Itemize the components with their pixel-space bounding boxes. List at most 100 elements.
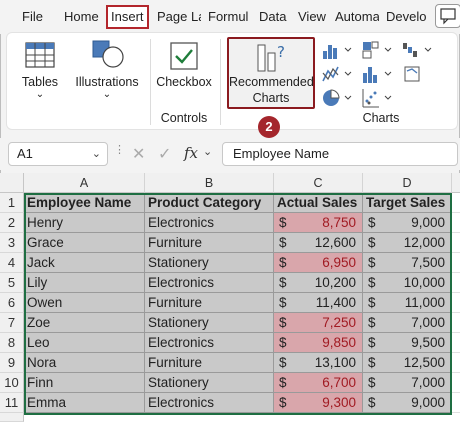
actual-sales-cell[interactable]: $7,250 [274,313,363,333]
tab-file[interactable]: File [22,9,43,24]
employee-name-cell[interactable]: Henry [24,213,145,233]
product-category-cell[interactable]: Electronics [145,213,274,233]
actual-sales-cell[interactable]: $8,750 [274,213,363,233]
product-category-cell[interactable]: Stationery [145,253,274,273]
empty-cell[interactable] [452,333,460,353]
name-box[interactable]: A1 ⌄ [8,142,108,166]
cancel-icon[interactable]: ✕ [132,146,146,163]
empty-cell[interactable] [452,273,460,293]
tab-automate[interactable]: Automa [335,9,379,24]
tab-view[interactable]: View [298,9,326,24]
column-chart-button[interactable] [321,39,355,61]
column-header-a[interactable]: A [24,173,145,193]
row-header-3[interactable]: 3 [0,233,24,253]
header-cell[interactable]: Product Category [145,193,274,213]
recommended-charts-button[interactable]: ? Recommended Charts [227,37,315,109]
employee-name-cell[interactable]: Owen [24,293,145,313]
actual-sales-cell[interactable]: $9,850 [274,333,363,353]
employee-name-cell[interactable]: Jack [24,253,145,273]
hierarchy-chart-button[interactable] [361,39,395,61]
employee-name-cell[interactable]: Lily [24,273,145,293]
tables-button[interactable]: Tables ⌄ [17,39,63,103]
empty-cell[interactable] [452,193,460,213]
column-header-d[interactable]: D [363,173,452,193]
empty-cell[interactable] [452,293,460,313]
product-category-cell[interactable]: Stationery [145,313,274,333]
target-sales-cell[interactable]: $9,500 [363,333,452,353]
employee-name-cell[interactable]: Nora [24,353,145,373]
target-sales-cell[interactable]: $12,500 [363,353,452,373]
tab-formulas[interactable]: Formul [208,9,249,24]
header-cell[interactable]: Target Sales [363,193,452,213]
employee-name-cell[interactable]: Grace [24,233,145,253]
employee-name-cell[interactable]: Emma [24,393,145,413]
actual-sales-cell[interactable]: $13,100 [274,353,363,373]
target-sales-cell[interactable]: $9,000 [363,213,452,233]
header-cell[interactable]: Actual Sales [274,193,363,213]
actual-sales-cell[interactable]: $10,200 [274,273,363,293]
row-header-12[interactable] [0,413,24,422]
row-header-5[interactable]: 5 [0,273,24,293]
employee-name-cell[interactable]: Leo [24,333,145,353]
row-header-6[interactable]: 6 [0,293,24,313]
target-sales-cell[interactable]: $7,000 [363,313,452,333]
empty-cell[interactable] [452,213,460,233]
chevron-down-icon[interactable]: ⌄ [91,148,101,160]
actual-sales-cell[interactable]: $11,400 [274,293,363,313]
select-all-corner[interactable] [0,173,24,193]
tab-home[interactable]: Home [64,9,99,24]
target-sales-cell[interactable]: $9,000 [363,393,452,413]
header-cell[interactable]: Employee Name [24,193,145,213]
product-category-cell[interactable]: Electronics [145,393,274,413]
actual-sales-cell[interactable]: $6,950 [274,253,363,273]
product-category-cell[interactable]: Furniture [145,233,274,253]
empty-cell[interactable] [452,393,460,413]
tab-data[interactable]: Data [259,9,287,24]
empty-cell[interactable] [452,253,460,273]
row-header-7[interactable]: 7 [0,313,24,333]
tab-page-layout[interactable]: Page La [157,9,201,24]
target-sales-cell[interactable]: $7,000 [363,373,452,393]
target-sales-cell[interactable]: $12,000 [363,233,452,253]
column-header-e[interactable] [452,173,460,193]
comments-button[interactable] [435,4,460,28]
waterfall-chart-button[interactable] [401,39,435,61]
row-header-10[interactable]: 10 [0,373,24,393]
illustrations-button[interactable]: Illustrations ⌄ [71,39,143,103]
target-sales-cell[interactable]: $11,000 [363,293,452,313]
row-header-11[interactable]: 11 [0,393,24,413]
target-sales-cell[interactable]: $7,500 [363,253,452,273]
product-category-cell[interactable]: Furniture [145,293,274,313]
column-header-c[interactable]: C [274,173,363,193]
insert-function-button[interactable]: fx [184,144,199,162]
row-header-8[interactable]: 8 [0,333,24,353]
tab-developer[interactable]: Develo [386,9,427,24]
row-header-2[interactable]: 2 [0,213,24,233]
empty-cell[interactable] [452,353,460,373]
scatter-chart-button[interactable] [361,87,395,109]
checkbox-button[interactable]: Checkbox [154,39,214,99]
actual-sales-cell[interactable]: $9,300 [274,393,363,413]
row-header-4[interactable]: 4 [0,253,24,273]
enter-icon[interactable]: ✓ [158,146,172,163]
empty-cell[interactable] [452,373,460,393]
line-chart-button[interactable] [321,63,355,85]
product-category-cell[interactable]: Electronics [145,333,274,353]
maps-button[interactable] [403,63,437,85]
empty-cell[interactable] [452,233,460,253]
statistic-chart-button[interactable] [361,63,395,85]
actual-sales-cell[interactable]: $12,600 [274,233,363,253]
employee-name-cell[interactable]: Zoe [24,313,145,333]
formula-input[interactable]: Employee Name [222,142,458,166]
target-sales-cell[interactable]: $10,000 [363,273,452,293]
empty-cell[interactable] [452,313,460,333]
pie-chart-button[interactable] [321,87,355,109]
product-category-cell[interactable]: Electronics [145,273,274,293]
row-header-9[interactable]: 9 [0,353,24,373]
product-category-cell[interactable]: Furniture [145,353,274,373]
actual-sales-cell[interactable]: $6,700 [274,373,363,393]
row-header-1[interactable]: 1 [0,193,24,213]
tab-insert[interactable]: Insert [106,5,149,29]
employee-name-cell[interactable]: Finn [24,373,145,393]
column-header-b[interactable]: B [145,173,274,193]
